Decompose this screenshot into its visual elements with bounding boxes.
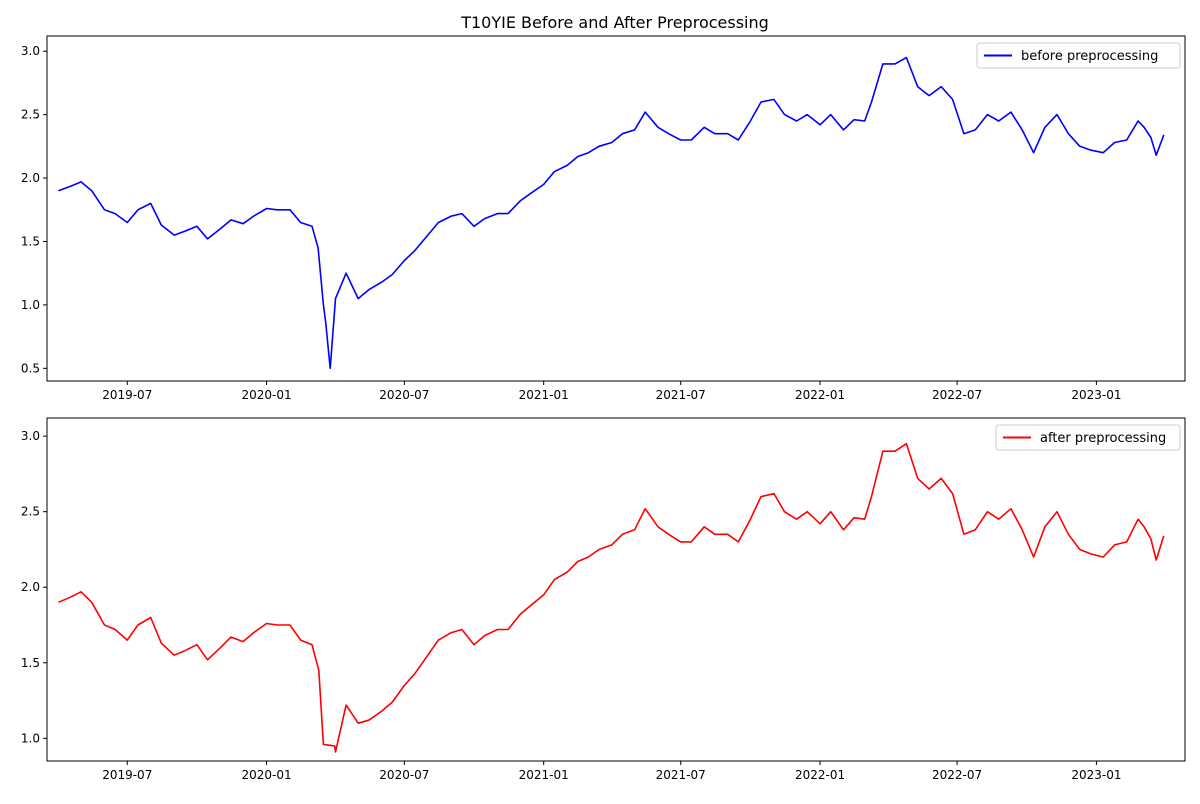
x-tick-label: 2022-07 [932,388,982,402]
x-tick-label: 2022-01 [795,388,845,402]
y-tick-label: 3.0 [21,44,40,58]
y-tick-label: 2.0 [21,580,40,594]
y-tick-label: 3.0 [21,429,40,443]
subplot-1: 2019-07 2020-01 2020-07 2021-01 2021-07 2022-… [21,35,1186,402]
y-tick-label: 2.5 [21,505,40,519]
x-tick-label: 2020-07 [379,388,429,402]
y-tick-label: 2.0 [21,171,40,185]
x-tick-label: 2020-07 [379,768,429,782]
x-tick-label: 2021-07 [656,388,706,402]
y-tick-label: 0.5 [21,361,40,375]
figure-title: T10YIE Before and After Preprocessing [460,13,769,32]
y-tick-label: 2.5 [21,108,40,122]
x-tick-label: 2021-01 [519,768,569,782]
y-tick-label: 1.0 [21,298,40,312]
y-tick-label: 1.0 [21,731,40,745]
legend-box [976,42,1181,69]
x-tick-label: 2019-07 [102,388,152,402]
x-tick-label: 2022-07 [932,768,982,782]
x-tick-label: 2023-01 [1071,388,1121,402]
legend-label: before preprocessing [1021,49,1158,64]
subplot-2: 2019-07 2020-01 2020-07 2021-01 2021-07 2022-… [21,417,1186,782]
legend-label: after preprocessing [1040,431,1166,446]
x-tick-label: 2020-01 [242,768,292,782]
x-tick-label: 2020-01 [242,388,292,402]
y-tick-label: 1.5 [21,656,40,670]
series-line-1 [58,442,1165,753]
x-tick-label: 2019-07 [102,768,152,782]
axes-frame [46,417,1186,762]
legend-box [995,424,1181,451]
axes-frame [46,35,1186,382]
y-tick-label: 1.5 [21,234,40,248]
x-tick-label: 2023-01 [1071,768,1121,782]
x-tick-label: 2021-07 [656,768,706,782]
x-tick-label: 2021-01 [519,388,569,402]
series-line-1 [58,56,1165,370]
x-tick-label: 2022-01 [795,768,845,782]
